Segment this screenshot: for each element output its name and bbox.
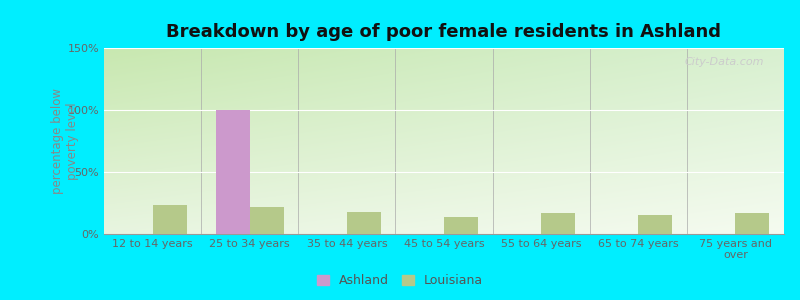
Bar xyxy=(444,217,478,234)
Y-axis label: percentage below
poverty level: percentage below poverty level xyxy=(50,88,78,194)
Bar xyxy=(153,206,186,234)
Text: City-Data.com: City-Data.com xyxy=(684,57,763,67)
Legend: Ashland, Louisiana: Ashland, Louisiana xyxy=(313,270,487,291)
Bar xyxy=(216,110,250,234)
Bar xyxy=(735,213,770,234)
Bar xyxy=(250,207,284,234)
Bar xyxy=(638,215,672,234)
Bar xyxy=(541,213,575,234)
Title: Breakdown by age of poor female residents in Ashland: Breakdown by age of poor female resident… xyxy=(166,23,722,41)
Bar xyxy=(347,212,381,234)
